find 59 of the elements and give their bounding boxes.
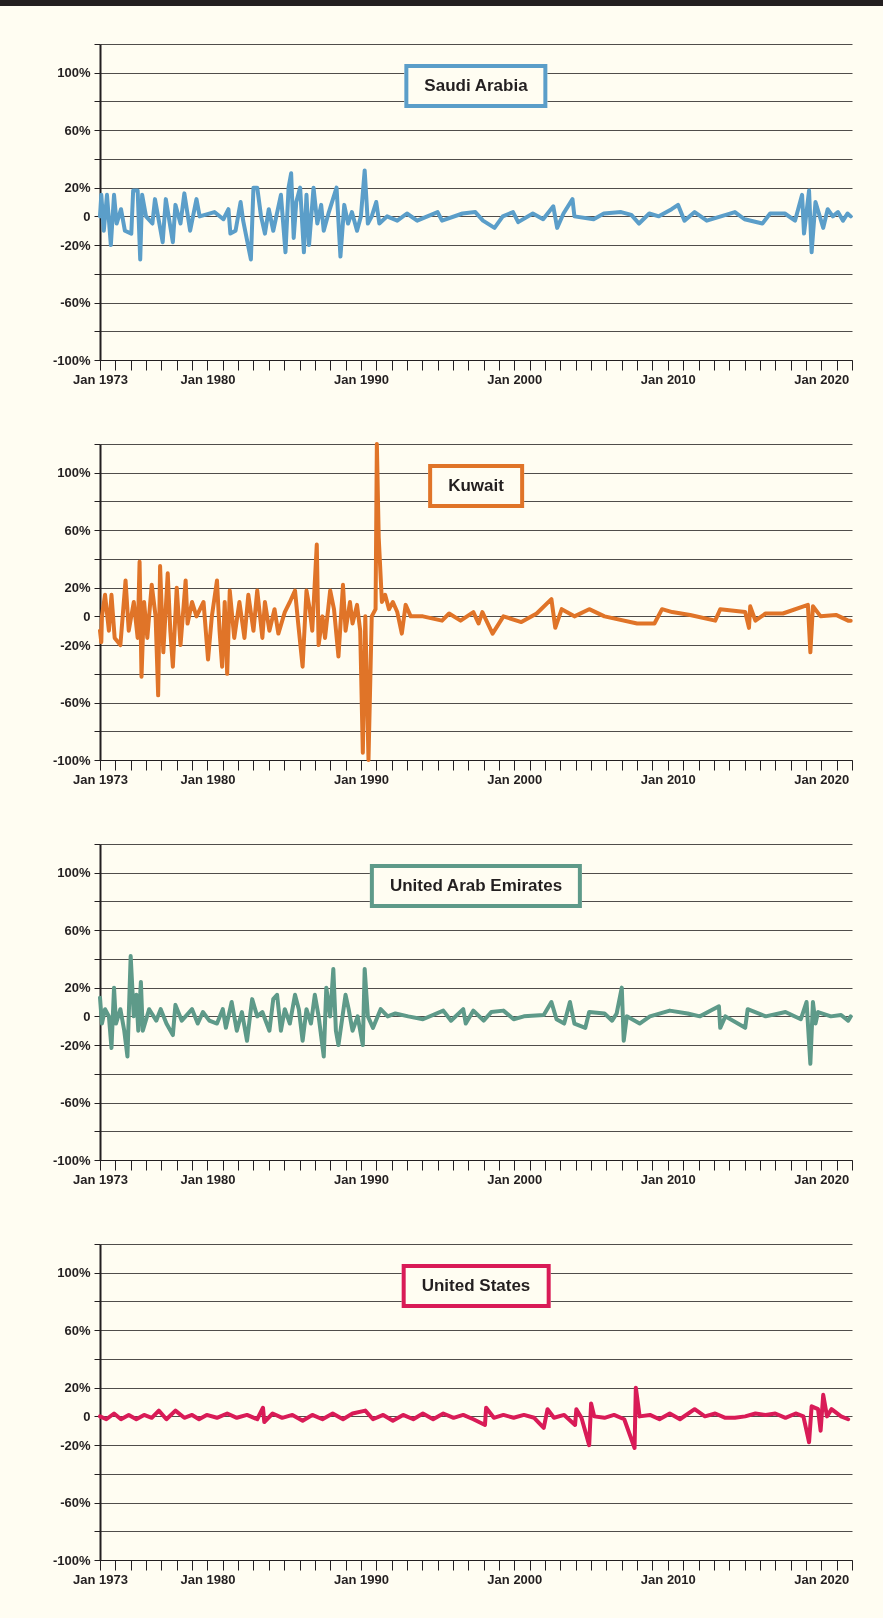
y-tick-label: 0 xyxy=(83,1008,91,1024)
y-tick-label: 60% xyxy=(64,922,91,938)
y-tick-label: 0 xyxy=(83,1408,91,1424)
x-tick-label: Jan 1990 xyxy=(333,371,389,387)
y-tick-label: -60% xyxy=(60,695,91,711)
y-tick-label: 20% xyxy=(64,580,91,596)
y-tick-label: -100% xyxy=(52,1152,91,1168)
line-series xyxy=(98,1385,851,1450)
x-tick-label: Jan 1980 xyxy=(180,371,236,387)
y-tick-label: 20% xyxy=(64,1380,91,1396)
text: Kuwait xyxy=(428,464,524,508)
y-tick-label: 0 xyxy=(83,208,91,224)
x-tick-label: Jan 2010 xyxy=(640,1171,696,1187)
x-tick-label: Jan 1973 xyxy=(73,1571,128,1587)
x-tick-label: Jan 1980 xyxy=(180,1571,236,1587)
line-series xyxy=(98,954,853,1066)
y-tick-label: 60% xyxy=(64,1322,91,1338)
y-tick-label: -20% xyxy=(60,1437,91,1453)
y-tick-label: -60% xyxy=(60,1095,91,1111)
text: United Arab Emirates xyxy=(369,864,583,908)
y-tick-label: -20% xyxy=(60,237,91,253)
y-tick-label: -100% xyxy=(52,1552,91,1568)
y-tick-label: -60% xyxy=(60,1495,91,1511)
y-tick-label: -60% xyxy=(60,295,91,311)
x-tick-label: Jan 2000 xyxy=(487,1571,543,1587)
y-tick-label: 100% xyxy=(57,865,91,881)
y-tick-label: 20% xyxy=(64,180,91,196)
y-tick-label: 100% xyxy=(57,465,91,481)
y-tick-label: -100% xyxy=(52,752,91,768)
y-tick-label: 100% xyxy=(57,65,91,81)
x-tick-label: Jan 1973 xyxy=(73,371,128,387)
x-tick-label: Jan 2010 xyxy=(640,371,696,387)
x-tick-label: Jan 2020 xyxy=(794,1571,850,1587)
y-tick-label: 100% xyxy=(57,1265,91,1281)
x-tick-label: Jan 2010 xyxy=(640,1571,696,1587)
y-tick-label: -100% xyxy=(52,352,91,368)
line-series xyxy=(98,168,853,262)
x-tick-label: Jan 2000 xyxy=(487,1171,543,1187)
x-tick-label: Jan 2020 xyxy=(794,771,850,787)
x-tick-label: Jan 2020 xyxy=(794,1171,850,1187)
x-tick-label: Jan 1980 xyxy=(180,771,236,787)
x-tick-label: Jan 2000 xyxy=(487,371,543,387)
y-tick-label: 60% xyxy=(64,122,91,138)
y-tick-label: 0 xyxy=(83,608,91,624)
x-tick-label: Jan 1980 xyxy=(180,1171,236,1187)
x-tick-label: Jan 2020 xyxy=(794,371,850,387)
x-tick-label: Jan 1973 xyxy=(73,771,128,787)
text: United States xyxy=(401,1264,551,1308)
x-tick-label: Jan 2010 xyxy=(640,771,696,787)
x-tick-label: Jan 1990 xyxy=(333,771,389,787)
y-tick-label: 60% xyxy=(64,522,91,538)
y-tick-label: -20% xyxy=(60,637,91,653)
text: Saudi Arabia xyxy=(404,64,548,108)
x-tick-label: Jan 2000 xyxy=(487,771,543,787)
y-tick-label: 20% xyxy=(64,980,91,996)
y-tick-label: -20% xyxy=(60,1037,91,1053)
x-tick-label: Jan 1990 xyxy=(333,1571,389,1587)
x-tick-label: Jan 1973 xyxy=(73,1171,128,1187)
x-tick-label: Jan 1990 xyxy=(333,1171,389,1187)
